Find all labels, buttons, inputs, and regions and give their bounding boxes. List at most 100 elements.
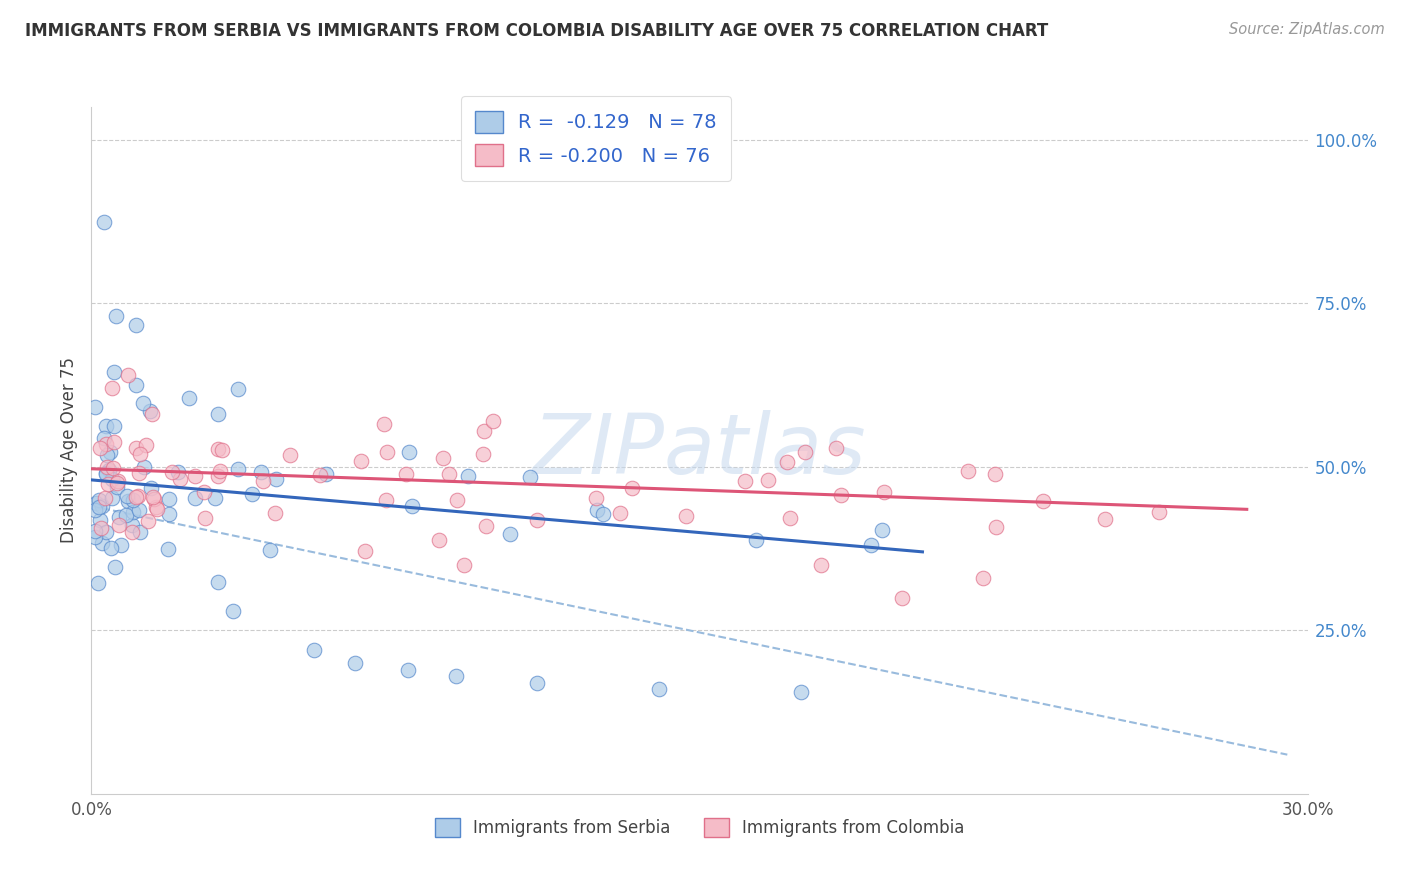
Point — [143, 492, 166, 507]
Point — [432, 450, 454, 465]
Point — [87, 575, 110, 590]
Point — [103, 418, 125, 433]
Point — [586, 502, 609, 516]
Point — [93, 432, 115, 446]
Point — [157, 507, 180, 521]
Point — [621, 481, 644, 495]
Point — [395, 467, 418, 481]
Point — [141, 408, 163, 422]
Point — [240, 487, 263, 501]
Point — [104, 310, 127, 324]
Point — [96, 436, 118, 450]
Point — [104, 559, 127, 574]
Point — [207, 408, 229, 422]
Point — [139, 481, 162, 495]
Point — [872, 523, 894, 537]
Point — [131, 396, 153, 410]
Point — [249, 465, 271, 479]
Point — [475, 518, 498, 533]
Point — [211, 443, 233, 458]
Point — [585, 491, 607, 505]
Point — [121, 518, 143, 533]
Point — [91, 536, 114, 550]
Point — [90, 521, 112, 535]
Point — [89, 513, 111, 527]
Point — [157, 542, 180, 557]
Point — [222, 604, 245, 618]
Point — [457, 469, 479, 483]
Point — [252, 474, 274, 488]
Point — [117, 489, 139, 503]
Point — [160, 465, 183, 479]
Point — [1094, 512, 1116, 526]
Point — [609, 506, 631, 520]
Y-axis label: Disability Age Over 75: Disability Age Over 75 — [59, 358, 77, 543]
Point — [134, 460, 156, 475]
Point — [304, 643, 326, 657]
Point — [101, 471, 124, 485]
Point — [125, 491, 148, 505]
Point — [98, 445, 121, 459]
Point — [744, 533, 766, 547]
Point — [183, 491, 205, 506]
Point — [107, 475, 129, 489]
Point — [97, 463, 120, 477]
Point — [129, 447, 152, 461]
Legend: Immigrants from Serbia, Immigrants from Colombia: Immigrants from Serbia, Immigrants from … — [427, 812, 972, 844]
Point — [89, 493, 111, 508]
Point — [184, 469, 207, 483]
Point — [226, 382, 249, 396]
Point — [315, 467, 337, 481]
Point — [122, 506, 145, 520]
Point — [972, 571, 994, 585]
Point — [891, 591, 914, 605]
Point — [343, 656, 366, 670]
Point — [100, 381, 122, 395]
Point — [956, 464, 979, 478]
Point — [84, 524, 107, 538]
Point — [94, 491, 117, 505]
Point — [984, 520, 1007, 534]
Point — [125, 441, 148, 455]
Point — [96, 418, 118, 433]
Point — [84, 502, 107, 516]
Point — [96, 466, 118, 480]
Point — [93, 214, 115, 228]
Point — [824, 442, 846, 456]
Point — [526, 512, 548, 526]
Point — [101, 461, 124, 475]
Point — [207, 442, 229, 456]
Point — [208, 464, 231, 478]
Point — [350, 454, 373, 468]
Point — [648, 682, 671, 697]
Point — [115, 508, 138, 522]
Point — [1032, 493, 1054, 508]
Point — [145, 500, 167, 515]
Point — [125, 318, 148, 333]
Point — [373, 417, 395, 432]
Point — [157, 491, 180, 506]
Text: IMMIGRANTS FROM SERBIA VS IMMIGRANTS FROM COLOMBIA DISABILITY AGE OVER 75 CORREL: IMMIGRANTS FROM SERBIA VS IMMIGRANTS FRO… — [25, 22, 1049, 40]
Point — [526, 675, 548, 690]
Point — [396, 663, 419, 677]
Point — [398, 445, 420, 459]
Point — [97, 477, 120, 491]
Point — [1147, 505, 1170, 519]
Point — [139, 404, 162, 418]
Point — [145, 502, 167, 516]
Point — [135, 438, 157, 452]
Point — [353, 544, 375, 558]
Point — [779, 510, 801, 524]
Point — [439, 467, 461, 481]
Point — [264, 473, 287, 487]
Text: Source: ZipAtlas.com: Source: ZipAtlas.com — [1229, 22, 1385, 37]
Point — [429, 533, 451, 547]
Point — [193, 485, 215, 500]
Point — [675, 508, 697, 523]
Point — [259, 543, 281, 558]
Point — [859, 538, 882, 552]
Point — [446, 492, 468, 507]
Point — [790, 685, 813, 699]
Point — [103, 365, 125, 379]
Point — [105, 480, 128, 494]
